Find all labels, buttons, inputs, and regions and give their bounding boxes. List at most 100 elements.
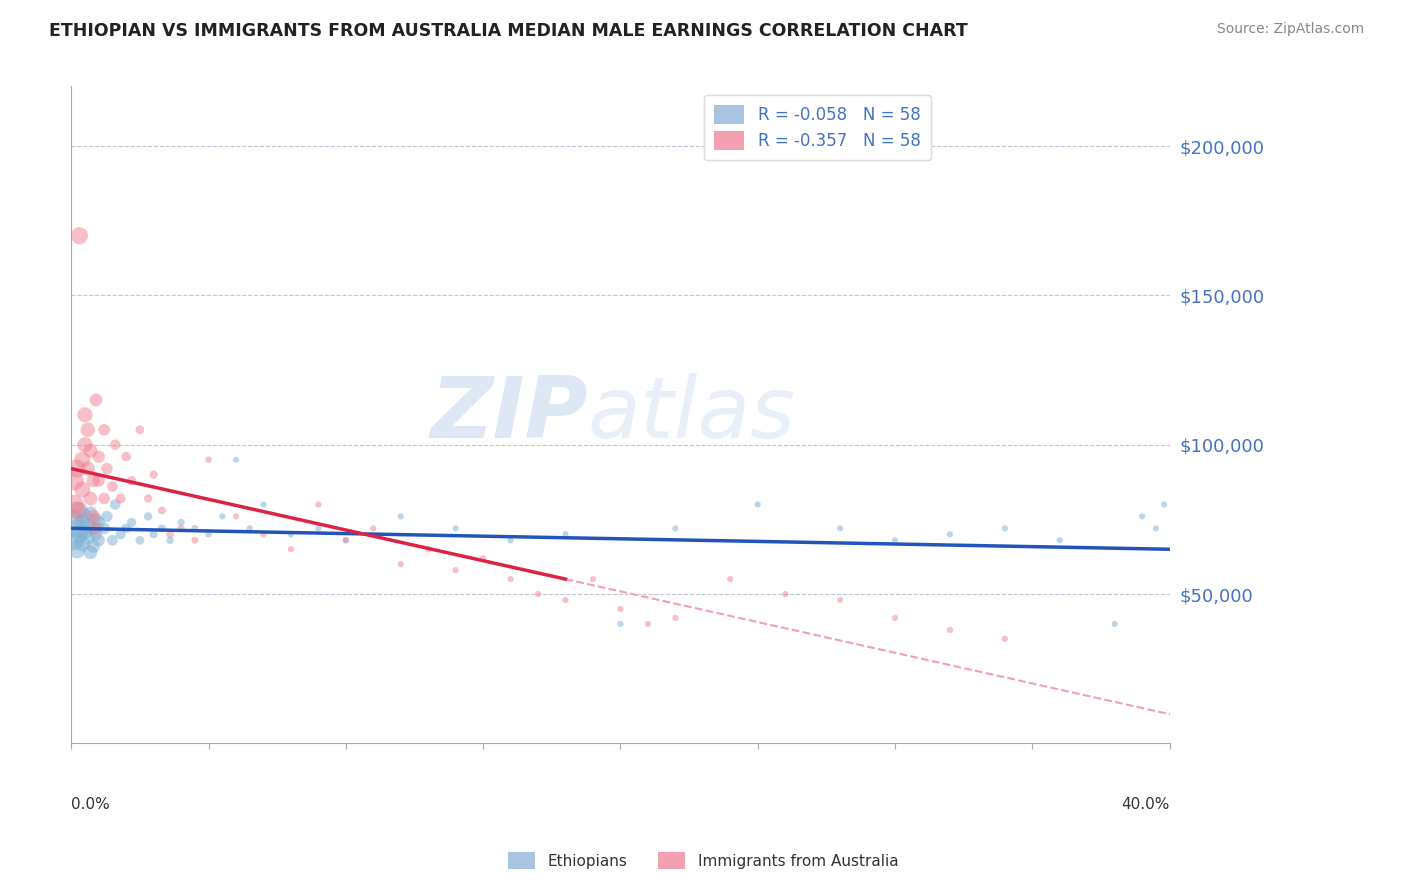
Legend: R = -0.058   N = 58, R = -0.357   N = 58: R = -0.058 N = 58, R = -0.357 N = 58	[704, 95, 931, 160]
Point	[1130, 509, 1153, 524]
Point	[73, 509, 96, 524]
Point	[73, 408, 96, 422]
Point	[69, 228, 91, 243]
Point	[884, 611, 907, 625]
Point	[170, 521, 193, 535]
Point	[96, 509, 118, 524]
Point	[70, 452, 93, 467]
Point	[82, 539, 104, 553]
Point	[70, 483, 93, 497]
Point	[93, 423, 115, 437]
Point	[96, 461, 118, 475]
Point	[582, 572, 605, 586]
Point	[418, 542, 440, 557]
Point	[63, 474, 86, 488]
Point	[104, 438, 127, 452]
Point	[499, 533, 522, 548]
Point	[63, 512, 86, 526]
Point	[84, 521, 107, 535]
Point	[66, 503, 89, 517]
Point	[79, 491, 101, 506]
Point	[150, 521, 173, 535]
Point	[84, 512, 107, 526]
Point	[159, 527, 181, 541]
Point	[87, 450, 110, 464]
Point	[66, 542, 89, 557]
Point	[1104, 616, 1126, 631]
Point	[73, 524, 96, 539]
Point	[335, 533, 357, 548]
Point	[1153, 498, 1175, 512]
Point	[444, 521, 467, 535]
Point	[128, 533, 150, 548]
Point	[361, 521, 384, 535]
Point	[69, 503, 91, 517]
Point	[830, 521, 852, 535]
Point	[66, 521, 89, 535]
Point	[70, 516, 93, 530]
Point	[121, 516, 143, 530]
Point	[307, 498, 329, 512]
Point	[554, 527, 576, 541]
Point	[389, 509, 412, 524]
Point	[63, 533, 86, 548]
Legend: Ethiopians, Immigrants from Australia: Ethiopians, Immigrants from Australia	[502, 846, 904, 875]
Point	[637, 616, 659, 631]
Point	[1049, 533, 1071, 548]
Point	[747, 498, 769, 512]
Point	[136, 509, 159, 524]
Text: atlas: atlas	[588, 374, 796, 457]
Point	[307, 521, 329, 535]
Point	[128, 423, 150, 437]
Point	[110, 491, 132, 506]
Point	[87, 516, 110, 530]
Point	[609, 602, 631, 616]
Point	[63, 498, 86, 512]
Point	[76, 423, 98, 437]
Point	[884, 533, 907, 548]
Point	[84, 392, 107, 407]
Point	[121, 474, 143, 488]
Point	[79, 507, 101, 521]
Point	[87, 474, 110, 488]
Point	[252, 527, 274, 541]
Point	[150, 503, 173, 517]
Point	[93, 521, 115, 535]
Text: 40.0%: 40.0%	[1121, 797, 1170, 812]
Text: 0.0%: 0.0%	[72, 797, 110, 812]
Point	[225, 509, 247, 524]
Point	[252, 498, 274, 512]
Point	[499, 572, 522, 586]
Point	[110, 527, 132, 541]
Point	[93, 491, 115, 506]
Point	[66, 461, 89, 475]
Point	[280, 542, 302, 557]
Point	[389, 557, 412, 571]
Point	[527, 587, 550, 601]
Point	[82, 509, 104, 524]
Point	[994, 632, 1017, 646]
Point	[136, 491, 159, 506]
Point	[280, 527, 302, 541]
Text: Source: ZipAtlas.com: Source: ZipAtlas.com	[1216, 22, 1364, 37]
Point	[101, 479, 124, 493]
Point	[830, 593, 852, 607]
Point	[79, 443, 101, 458]
Point	[225, 452, 247, 467]
Point	[115, 521, 138, 535]
Point	[197, 527, 219, 541]
Point	[773, 587, 796, 601]
Point	[170, 516, 193, 530]
Point	[239, 521, 262, 535]
Point	[76, 518, 98, 533]
Point	[184, 533, 207, 548]
Point	[211, 509, 233, 524]
Point	[664, 521, 686, 535]
Point	[554, 593, 576, 607]
Point	[609, 616, 631, 631]
Point	[104, 498, 127, 512]
Point	[184, 521, 207, 535]
Point	[142, 467, 165, 482]
Point	[472, 551, 495, 566]
Text: ETHIOPIAN VS IMMIGRANTS FROM AUSTRALIA MEDIAN MALE EARNINGS CORRELATION CHART: ETHIOPIAN VS IMMIGRANTS FROM AUSTRALIA M…	[49, 22, 967, 40]
